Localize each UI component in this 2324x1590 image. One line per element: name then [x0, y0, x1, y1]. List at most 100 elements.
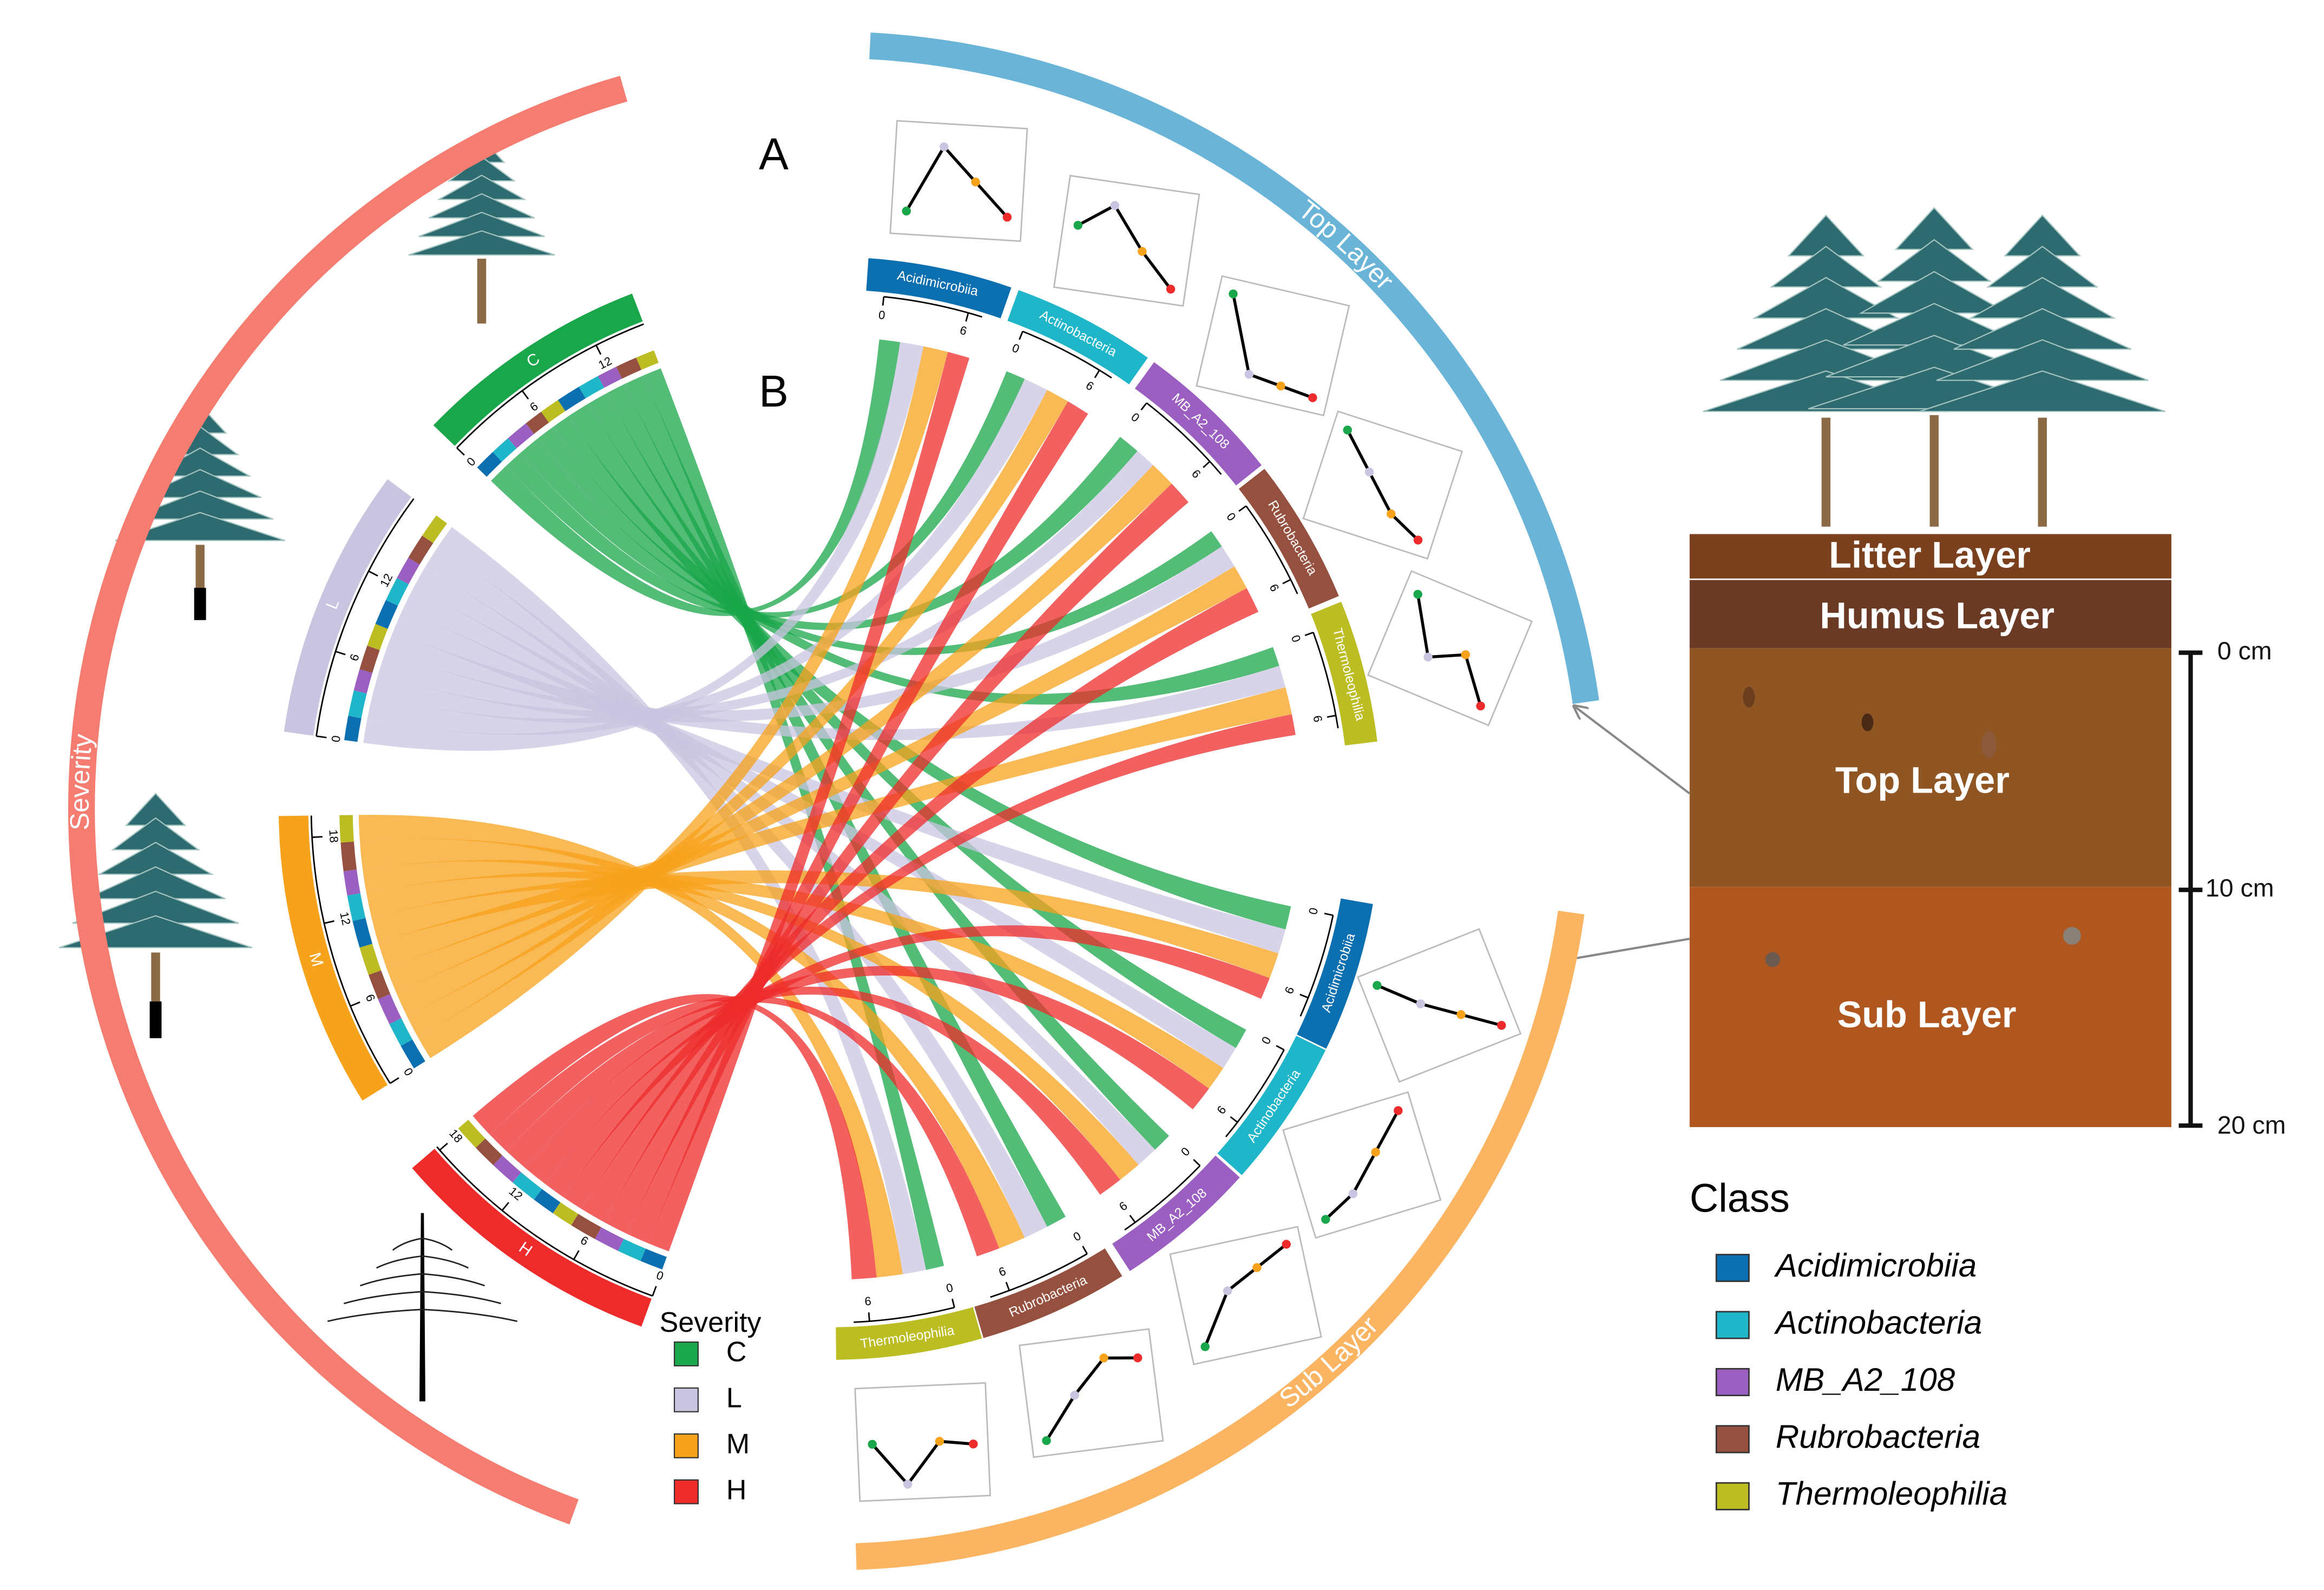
outer-arc-label: Severity [65, 732, 99, 830]
trend-point [1252, 1263, 1262, 1272]
trend-point [1461, 650, 1470, 659]
pebble [2063, 927, 2081, 945]
class-ring [347, 893, 366, 921]
tick-label: 0 [1071, 1229, 1084, 1244]
chord [648, 351, 970, 1252]
axis-line [1312, 632, 1339, 729]
tick-label: 0 [329, 735, 343, 743]
soil-layer-label: Humus Layer [1820, 595, 2054, 637]
class-ring [344, 716, 362, 742]
chord [359, 839, 1025, 1248]
trend-panel [1053, 174, 1200, 307]
outer-arc [869, 32, 1599, 704]
trend-point [935, 1437, 944, 1446]
trend-point [868, 1439, 877, 1449]
legend-swatch [1715, 1367, 1750, 1396]
chord [372, 451, 1153, 723]
tick [595, 345, 602, 355]
tree-tier [115, 512, 285, 541]
axis-line [1225, 1049, 1285, 1137]
tick-label: 0 [464, 455, 478, 469]
class-ring [385, 578, 409, 606]
class-ring [513, 1172, 542, 1200]
tick [324, 920, 334, 924]
tick-label: 6 [1084, 378, 1096, 394]
tick-label: 0 [1306, 906, 1321, 915]
chord [644, 368, 944, 1270]
tick [1140, 402, 1147, 411]
bare-branch [327, 1308, 518, 1323]
trend-line [1324, 1110, 1400, 1221]
trend-point [940, 142, 949, 152]
tick-label: 0 [1224, 510, 1238, 524]
class-ring [375, 600, 398, 629]
chord [506, 986, 1120, 1195]
tick [1019, 331, 1023, 340]
trend-point [1373, 980, 1382, 990]
chord [378, 687, 1292, 969]
trend-point [1002, 212, 1012, 222]
class-ring [598, 367, 622, 388]
class-sector [866, 258, 1012, 318]
tree [58, 793, 253, 1038]
class-sector [836, 1307, 982, 1360]
class-ring [340, 841, 357, 872]
class-sector [1311, 601, 1377, 746]
tree [408, 137, 555, 324]
trend-point [1348, 1189, 1358, 1199]
tick [1238, 505, 1247, 512]
trend-point [1308, 393, 1317, 402]
trend-point [1497, 1020, 1506, 1030]
class-ring [359, 944, 382, 975]
tree-trunk-burnt [149, 1001, 162, 1038]
tick-label: 6 [959, 323, 968, 338]
trend-point [1456, 1010, 1466, 1019]
trend-point [1413, 590, 1422, 599]
tree-trunk [1929, 415, 1939, 527]
severity-sector [278, 815, 388, 1101]
class-ring [640, 1248, 667, 1270]
class-sector [1134, 362, 1262, 486]
class-ring [557, 387, 586, 411]
legend-swatch [1715, 1254, 1750, 1283]
trend-point [1166, 284, 1176, 294]
soil-layer-label: Litter Layer [1829, 534, 2031, 575]
tick-label: 6 [347, 652, 362, 663]
legend-title: Severity [660, 1307, 761, 1338]
tick-label: 12 [337, 911, 353, 926]
trend-point [1200, 1342, 1210, 1351]
bare-trunk [419, 1213, 425, 1402]
class-ring [397, 558, 420, 585]
tick-label: 6 [1214, 1103, 1229, 1117]
trend-point [903, 1480, 912, 1489]
bare-branch [376, 1255, 469, 1269]
class-ring [475, 1138, 503, 1166]
outer-arc-label: Top Layer [1293, 194, 1400, 296]
trend-point [1042, 1436, 1051, 1445]
tick [1327, 715, 1336, 718]
tree [1919, 214, 2166, 527]
tick [1129, 1214, 1136, 1223]
pebble [1861, 713, 1874, 731]
trend-line [1376, 984, 1502, 1027]
tick [335, 651, 346, 656]
trend-point [1413, 535, 1423, 545]
class-ring [636, 350, 659, 370]
tree-tier [1919, 370, 2166, 413]
trend-panel [1019, 1328, 1164, 1458]
axis-line [456, 323, 644, 449]
arrow [1574, 706, 1691, 795]
axis-line [436, 1146, 653, 1297]
legend-swatch [673, 1341, 699, 1366]
axis-line [1299, 915, 1334, 1017]
chord [396, 465, 1172, 1016]
trend-line [1416, 594, 1482, 706]
pebble [1981, 731, 1997, 758]
legend-label: MB_A2_108 [1776, 1361, 1955, 1398]
trend-point [1387, 509, 1396, 519]
trend-box [854, 1382, 992, 1502]
trend-line [1204, 1243, 1288, 1347]
outer-arc [855, 911, 1585, 1570]
trend-point [1423, 652, 1433, 662]
tick [1193, 1159, 1201, 1167]
